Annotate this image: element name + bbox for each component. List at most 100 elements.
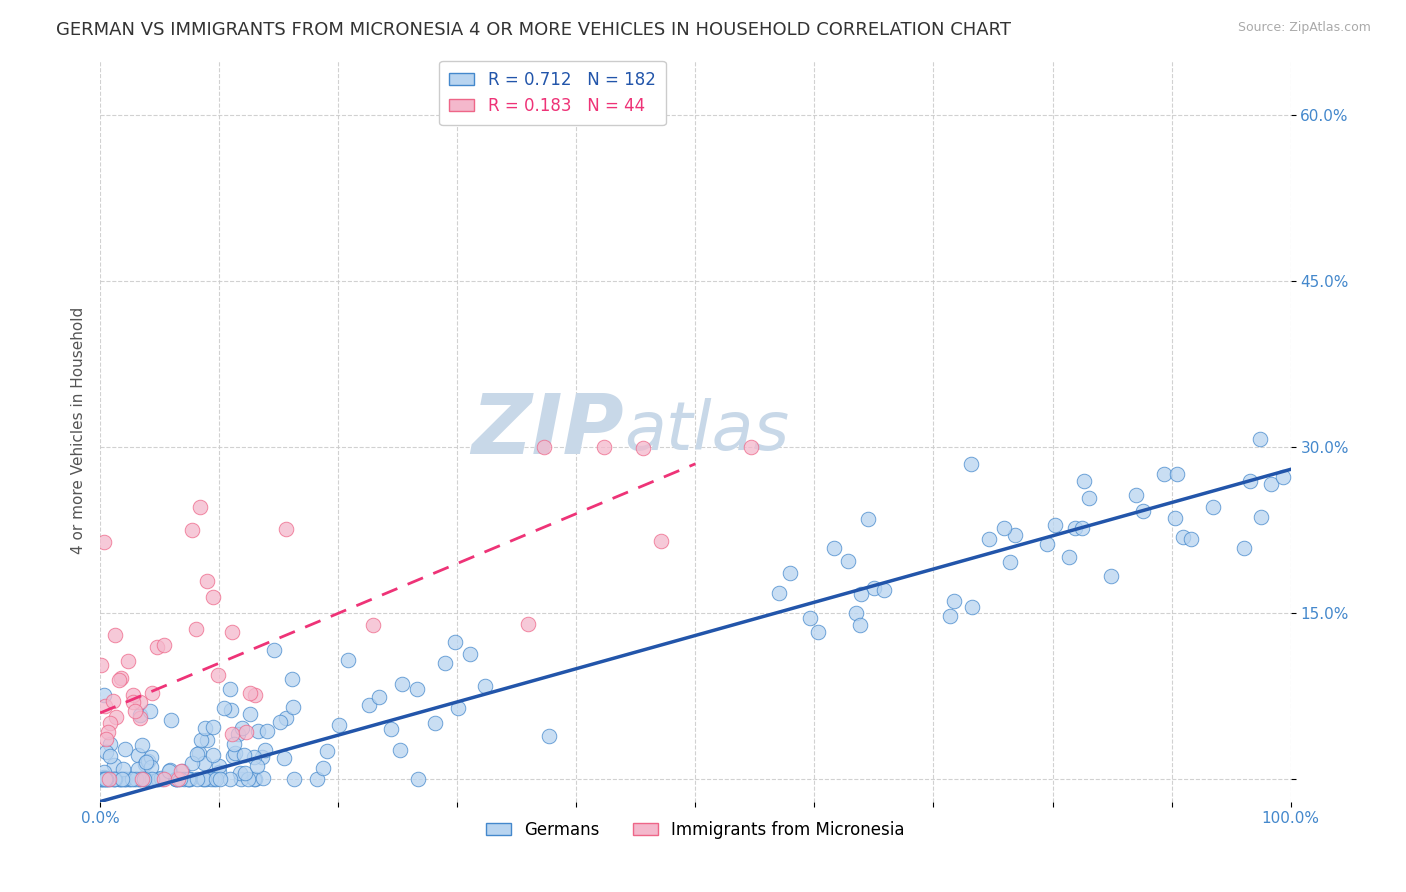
Point: [195, 574, 218, 588]
Point: [153, 638, 176, 652]
Point: [1071, 521, 1094, 535]
Point: [90, 772, 112, 787]
Point: [98, 749, 121, 764]
Point: [97, 724, 120, 739]
Point: [103, 772, 125, 787]
Point: [103, 772, 125, 787]
Point: [91, 772, 114, 787]
Point: [221, 624, 243, 639]
Point: [128, 772, 150, 787]
Point: [132, 772, 155, 787]
Point: [533, 440, 555, 454]
Point: [110, 672, 132, 686]
Text: Source: ZipAtlas.com: Source: ZipAtlas.com: [1237, 21, 1371, 34]
Point: [1004, 528, 1026, 542]
Point: [246, 759, 269, 773]
Point: [150, 771, 173, 785]
Point: [131, 772, 153, 787]
Point: [112, 772, 135, 787]
Point: [139, 704, 162, 718]
Point: [222, 737, 245, 751]
Point: [281, 672, 304, 686]
Point: [208, 764, 231, 779]
Point: [311, 761, 333, 775]
Point: [222, 749, 245, 764]
Point: [94, 731, 117, 746]
Point: [740, 440, 762, 454]
Point: [204, 772, 226, 787]
Point: [195, 733, 218, 747]
Point: [159, 763, 181, 777]
Point: [239, 686, 262, 700]
Point: [208, 758, 231, 772]
Point: [243, 772, 266, 787]
Point: [200, 772, 222, 787]
Point: [1057, 549, 1080, 564]
Point: [98, 715, 121, 730]
Point: [823, 541, 845, 555]
Point: [121, 772, 143, 787]
Point: [256, 723, 278, 738]
Point: [117, 772, 139, 787]
Point: [247, 723, 270, 738]
Point: [274, 711, 297, 725]
Point: [179, 772, 201, 787]
Point: [229, 772, 252, 787]
Point: [856, 511, 879, 525]
Point: [1043, 517, 1066, 532]
Point: [1202, 500, 1225, 515]
Point: [845, 606, 868, 620]
Point: [1077, 491, 1099, 505]
Point: [447, 700, 470, 714]
Point: [283, 772, 305, 787]
Point: [516, 616, 538, 631]
Point: [131, 738, 153, 752]
Point: [141, 686, 163, 700]
Point: [187, 747, 209, 761]
Point: [141, 760, 163, 774]
Point: [1035, 537, 1057, 551]
Point: [1249, 433, 1271, 447]
Point: [128, 772, 150, 787]
Point: [233, 765, 256, 780]
Point: [388, 742, 411, 756]
Text: ZIP: ZIP: [471, 390, 624, 471]
Point: [779, 566, 801, 580]
Point: [274, 522, 297, 536]
Point: [224, 746, 246, 760]
Point: [1250, 510, 1272, 524]
Point: [103, 772, 125, 787]
Point: [1164, 511, 1187, 525]
Text: atlas: atlas: [624, 398, 789, 464]
Point: [146, 772, 169, 787]
Point: [176, 772, 198, 787]
Point: [1233, 541, 1256, 555]
Point: [316, 744, 339, 758]
Point: [1260, 476, 1282, 491]
Point: [998, 555, 1021, 569]
Point: [768, 586, 790, 600]
Point: [307, 772, 329, 787]
Point: [979, 532, 1001, 546]
Point: [837, 554, 859, 568]
Point: [219, 772, 242, 787]
Point: [263, 643, 285, 657]
Point: [1125, 488, 1147, 502]
Point: [93, 534, 115, 549]
Point: [165, 772, 187, 787]
Point: [173, 772, 195, 787]
Point: [122, 695, 145, 709]
Point: [157, 764, 180, 778]
Point: [107, 673, 129, 688]
Point: [124, 705, 146, 719]
Point: [121, 688, 143, 702]
Point: [228, 727, 250, 741]
Point: [136, 754, 159, 768]
Point: [233, 747, 256, 762]
Point: [169, 772, 191, 787]
Point: [128, 711, 150, 725]
Point: [458, 647, 481, 661]
Point: [474, 680, 496, 694]
Point: [849, 618, 872, 632]
Point: [152, 772, 174, 787]
